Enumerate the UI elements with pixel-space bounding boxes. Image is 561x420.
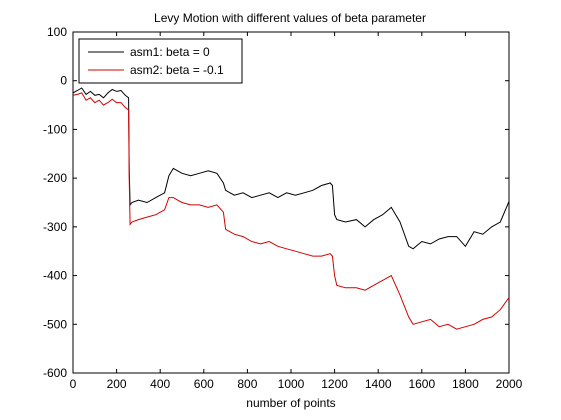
y-tick-label: -200 xyxy=(43,171,67,185)
x-tick-label: 800 xyxy=(237,377,257,391)
y-tick-label: -600 xyxy=(43,366,67,380)
x-tick-label: 600 xyxy=(194,377,214,391)
y-tick-label: 0 xyxy=(60,74,67,88)
y-tick-label: -100 xyxy=(43,122,67,136)
x-axis-label: number of points xyxy=(246,396,335,410)
x-tick-label: 1200 xyxy=(321,377,348,391)
chart-title: Levy Motion with different values of bet… xyxy=(154,11,426,25)
y-tick-label: -300 xyxy=(43,220,67,234)
x-tick-label: 400 xyxy=(150,377,170,391)
legend-label-asm2: asm2: beta = -0.1 xyxy=(130,63,224,77)
y-tick-label: -500 xyxy=(43,317,67,331)
x-tick-label: 1600 xyxy=(408,377,435,391)
x-tick-label: 1400 xyxy=(365,377,392,391)
legend: asm1: beta = 0 asm2: beta = -0.1 xyxy=(79,39,242,83)
x-tick-label: 0 xyxy=(70,377,77,391)
y-tick-label: -400 xyxy=(43,269,67,283)
y-tick-label: 100 xyxy=(47,25,67,39)
legend-label-asm1: asm1: beta = 0 xyxy=(130,45,210,59)
x-tick-label: 1800 xyxy=(452,377,479,391)
x-tick-label: 1000 xyxy=(278,377,305,391)
x-tick-label: 200 xyxy=(107,377,127,391)
x-tick-label: 2000 xyxy=(496,377,523,391)
